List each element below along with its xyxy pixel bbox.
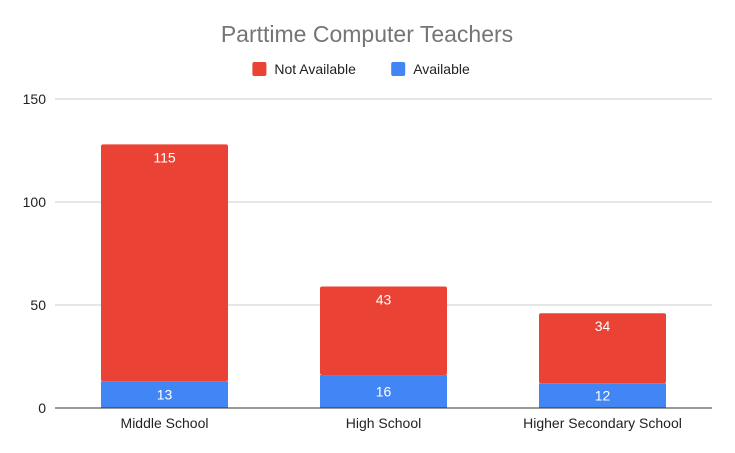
legend: Not Available Available [252, 61, 470, 77]
y-tick-label: 100 [23, 194, 47, 210]
y-tick-label: 150 [23, 91, 47, 107]
legend-swatch [252, 62, 267, 76]
bar-not-available [101, 144, 228, 382]
bar-available [101, 381, 228, 408]
legend-label: Available [413, 61, 470, 77]
data-label: 12 [595, 388, 611, 404]
bars: 13 115 16 43 12 34 [55, 144, 712, 409]
x-tick-label: Middle School [121, 415, 209, 431]
y-tick-label: 50 [30, 297, 46, 313]
data-label: 16 [376, 384, 392, 400]
chart-title: Parttime Computer Teachers [221, 21, 513, 47]
data-label: 115 [153, 149, 176, 165]
data-label: 34 [595, 318, 611, 334]
x-axis-labels: Middle School High School Higher Secondary… [121, 415, 682, 431]
data-label: 13 [157, 387, 173, 403]
x-tick-label: Higher Secondary School [523, 415, 682, 431]
bar-available [320, 375, 447, 408]
y-axis-ticks: 0 50 100 150 [23, 91, 47, 416]
x-tick-label: High School [346, 415, 422, 431]
bar-available [539, 383, 666, 408]
bar-not-available [539, 313, 666, 384]
legend-swatch [391, 62, 406, 76]
y-tick-label: 0 [38, 400, 46, 416]
data-label: 43 [376, 291, 392, 307]
bar-not-available [320, 286, 447, 376]
legend-label: Not Available [274, 61, 356, 77]
